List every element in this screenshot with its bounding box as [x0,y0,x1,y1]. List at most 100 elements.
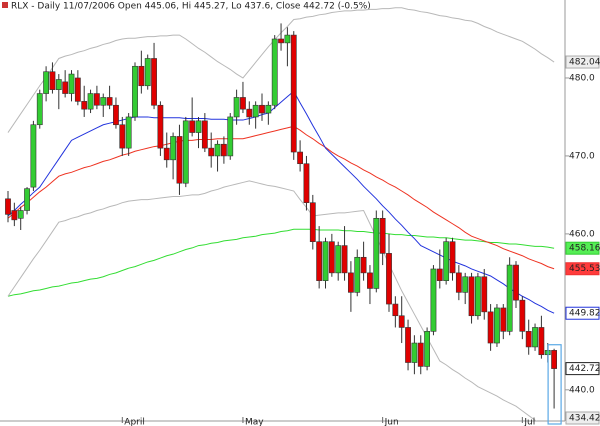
candle-body [74,77,81,102]
candle-body [354,256,361,293]
candle-body [246,108,253,118]
candle-body [68,73,75,94]
candle-body [462,276,469,293]
candle-body [417,342,424,367]
candle-body [106,97,113,106]
candle-body [271,38,278,106]
candle-body [87,93,94,110]
candle-body [240,97,246,110]
y-tick-label: 440.0 [569,385,595,395]
x-tick-label: Jul [523,418,535,426]
candle-body [5,198,11,215]
candle-body [494,307,500,344]
candle-body [284,34,291,44]
last-value-label: 458.163 [569,244,600,254]
candle-body [513,264,519,301]
candle-body [214,143,221,157]
candle-body [525,331,532,348]
candle-body [125,116,132,149]
candle-body [81,101,88,110]
candle-body [278,38,284,44]
candle-body [303,163,310,204]
overlay-line [7,180,538,421]
candle-body [195,120,202,133]
candle-body [233,97,240,118]
overlay-line [7,125,555,270]
candle-body [132,65,138,118]
candle-body [430,268,437,332]
candle-body [55,79,62,90]
candle-body [373,217,380,289]
candle-body [62,81,69,94]
candle-body [138,65,145,87]
candle-body [43,71,49,94]
candle-body [189,120,196,133]
candle-body [227,116,234,157]
candle-body [170,136,176,161]
candle-body [259,104,265,114]
last-value-label: 434.427 [569,414,600,424]
candle-body [379,217,386,254]
candle-body [341,245,348,274]
candle-body [449,241,456,274]
candle-body [17,210,24,219]
candle-body [201,120,208,149]
candle-body [532,327,538,348]
candle-body [538,327,545,356]
x-tick-label: April [124,418,145,426]
candle-body [335,245,342,274]
title-icon [2,2,8,8]
candle-body [328,241,335,274]
candle-body [405,327,411,363]
candle-body [297,151,303,165]
candle-body [208,147,215,157]
candle-body [24,188,30,211]
candle-body [182,120,189,184]
plot-area [5,7,557,421]
candle-body [36,93,43,126]
candle-body [519,299,526,332]
candle-body [265,104,272,114]
overlay-line [7,228,555,297]
candle-body [443,241,450,281]
last-value-label: 455.53 [569,264,600,274]
overlay-line [7,90,555,314]
candle-body [11,210,18,221]
candle-body [176,136,183,184]
candle-body [144,58,151,87]
last-value-box [565,362,600,376]
candle-body [436,268,443,281]
y-tick-label: 460.0 [569,229,595,239]
last-value-box [565,306,600,320]
y-tick-label: 480.0 [569,73,595,83]
candle-body [481,276,488,313]
candle-body [506,264,513,332]
candle-body [386,253,392,305]
last-value-box [565,55,600,69]
candle-body [392,303,399,317]
last-value-label: 449.823 [569,309,600,319]
candle-body [30,124,37,188]
candle-body [316,241,323,281]
candle-body [49,71,56,90]
chart-title: RLX - Daily 11/07/2006 Open 445.06, Hi 4… [11,2,371,12]
candle-body [94,93,100,106]
candle-body [100,97,107,106]
candle-body [309,202,316,242]
x-tick-label: Jun [384,418,399,426]
candle-body [163,147,170,161]
y-tick-label: 470.0 [569,151,595,161]
x-tick-label: May [245,418,264,426]
candle-body [290,34,297,153]
candle-body [487,311,494,344]
last-value-box [565,411,600,425]
candle-body [367,272,373,289]
candle-body [551,350,557,369]
candle-body [347,272,354,293]
candle-body [113,104,119,126]
candle-body [157,104,164,149]
candle-body [252,104,259,118]
candle-body [424,331,430,367]
